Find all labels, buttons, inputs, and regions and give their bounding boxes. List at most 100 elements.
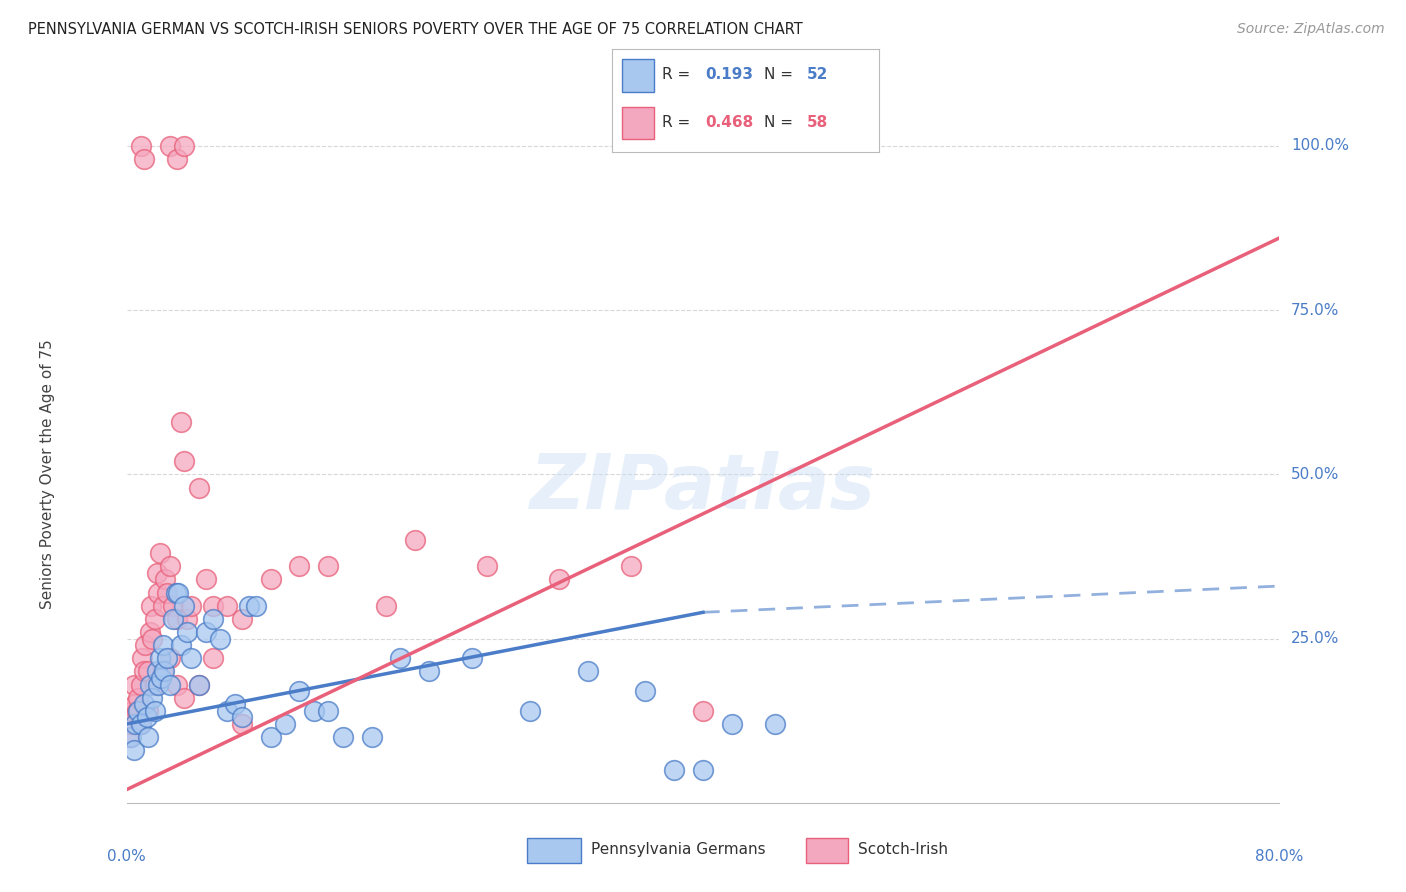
Point [318, 559, 340, 574]
Text: Pennsylvania Germans: Pennsylvania Germans [591, 842, 765, 856]
Point [187, 677, 209, 691]
Text: ZIPatlas: ZIPatlas [530, 450, 876, 524]
Point [173, 690, 195, 705]
Point [152, 599, 174, 613]
Point [231, 710, 253, 724]
Point [138, 625, 160, 640]
Point [461, 651, 484, 665]
Point [217, 704, 239, 718]
Point [209, 632, 232, 646]
Point [166, 152, 188, 166]
Point [146, 665, 169, 679]
Point [127, 704, 149, 718]
Point [122, 677, 145, 691]
Point [156, 651, 179, 665]
Point [217, 599, 239, 613]
Point [159, 559, 181, 574]
Point [129, 677, 152, 691]
Text: 50.0%: 50.0% [1291, 467, 1340, 482]
Text: 0.468: 0.468 [706, 115, 754, 130]
Point [664, 763, 686, 777]
Point [141, 632, 163, 646]
Point [129, 139, 152, 153]
Point [136, 704, 159, 718]
Point [692, 704, 714, 718]
Point [166, 677, 188, 691]
Point [259, 730, 281, 744]
Point [122, 743, 145, 757]
Point [128, 717, 150, 731]
Text: 100.0%: 100.0% [1291, 138, 1348, 153]
Point [404, 533, 426, 547]
Text: 75.0%: 75.0% [1291, 302, 1340, 318]
Text: 52: 52 [807, 67, 828, 82]
Point [620, 559, 643, 574]
Point [389, 651, 412, 665]
Text: Source: ZipAtlas.com: Source: ZipAtlas.com [1237, 22, 1385, 37]
Point [132, 698, 155, 712]
Point [576, 665, 599, 679]
Point [135, 710, 157, 724]
Point [165, 585, 187, 599]
Point [692, 763, 714, 777]
Point [374, 599, 398, 613]
Point [120, 730, 142, 744]
Point [245, 599, 267, 613]
Point [136, 730, 159, 744]
Point [170, 415, 193, 429]
Point [146, 566, 169, 580]
Point [259, 573, 281, 587]
Point [138, 677, 160, 691]
Point [202, 612, 225, 626]
Point [120, 717, 142, 731]
Point [136, 665, 159, 679]
Point [360, 730, 382, 744]
Point [173, 139, 195, 153]
Point [332, 730, 354, 744]
Point [159, 139, 181, 153]
Point [162, 599, 184, 613]
Text: 0.0%: 0.0% [107, 849, 146, 863]
Point [153, 665, 176, 679]
Point [167, 585, 190, 599]
Point [176, 625, 198, 640]
Point [288, 684, 311, 698]
Text: Scotch-Irish: Scotch-Irish [858, 842, 948, 856]
Point [302, 704, 325, 718]
Point [238, 599, 260, 613]
Text: R =: R = [662, 115, 696, 130]
Point [124, 717, 146, 731]
Point [125, 704, 148, 718]
Text: 25.0%: 25.0% [1291, 632, 1340, 646]
Point [721, 717, 744, 731]
FancyBboxPatch shape [623, 106, 654, 139]
Point [121, 704, 143, 718]
Point [194, 573, 217, 587]
Point [173, 454, 195, 468]
Point [475, 559, 498, 574]
Point [152, 638, 174, 652]
Point [155, 573, 177, 587]
Point [134, 638, 156, 652]
Point [148, 585, 170, 599]
Point [202, 599, 225, 613]
Point [180, 599, 202, 613]
Point [141, 690, 163, 705]
Point [149, 651, 172, 665]
Point [224, 698, 246, 712]
Point [548, 573, 571, 587]
Point [131, 651, 153, 665]
Point [231, 717, 253, 731]
Point [148, 677, 170, 691]
Point [166, 612, 188, 626]
Point [173, 599, 195, 613]
Point [187, 481, 209, 495]
Point [634, 684, 657, 698]
Point [127, 690, 149, 705]
Point [180, 651, 202, 665]
Point [145, 612, 166, 626]
Point [187, 677, 209, 691]
Text: 0.193: 0.193 [706, 67, 754, 82]
Text: 80.0%: 80.0% [1256, 849, 1303, 863]
Point [132, 152, 155, 166]
